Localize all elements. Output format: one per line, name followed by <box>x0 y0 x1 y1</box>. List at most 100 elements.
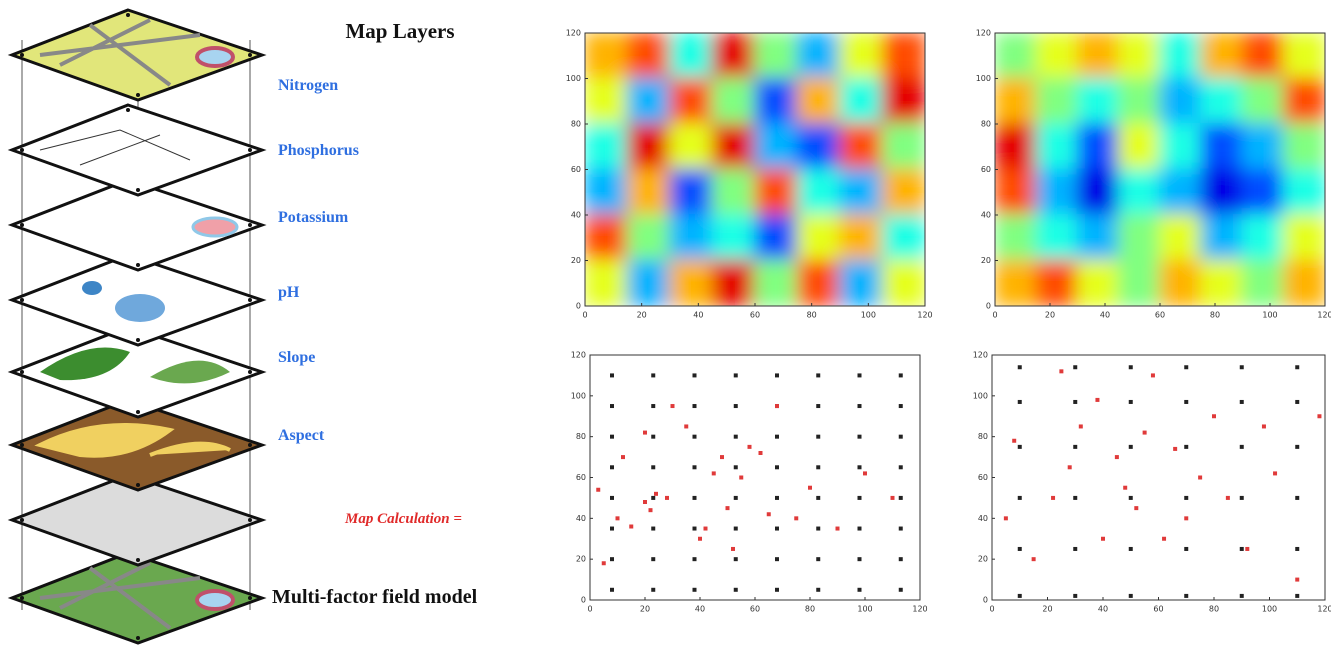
point <box>693 588 697 592</box>
plot: 020406080100120020406080100120 <box>566 29 933 320</box>
y-tick-label: 100 <box>566 74 581 83</box>
heat-cell <box>1159 169 1202 217</box>
corner-dot <box>248 518 252 522</box>
point <box>1095 398 1099 402</box>
y-tick-label: 20 <box>981 256 991 265</box>
heat-cell <box>1242 260 1285 308</box>
point <box>1273 471 1277 475</box>
point <box>602 561 606 565</box>
heat-cell <box>1159 78 1202 126</box>
point <box>1012 439 1016 443</box>
point <box>693 557 697 561</box>
point <box>1212 414 1216 418</box>
x-tick-label: 0 <box>587 605 592 614</box>
x-tick-label: 20 <box>1042 605 1052 614</box>
heat-cell <box>669 123 714 171</box>
corner-dot <box>136 93 140 97</box>
point <box>1115 455 1119 459</box>
point <box>1240 594 1244 598</box>
heat-cell <box>839 214 884 262</box>
heat-cell <box>712 260 757 308</box>
point <box>794 516 798 520</box>
point <box>651 373 655 377</box>
point <box>858 527 862 531</box>
point <box>1143 431 1147 435</box>
y-tick-label: 40 <box>576 514 586 523</box>
point <box>1226 496 1230 500</box>
heat-cell <box>754 32 799 80</box>
heat-cell <box>1200 123 1243 171</box>
heat-cell <box>797 214 842 262</box>
y-tick-label: 20 <box>576 555 586 564</box>
point <box>1295 365 1299 369</box>
y-tick-label: 40 <box>981 211 991 220</box>
point <box>643 431 647 435</box>
map-layer <box>12 105 262 195</box>
x-tick-label: 20 <box>1045 311 1055 320</box>
point <box>621 455 625 459</box>
heat-cell <box>1035 260 1078 308</box>
heat-cell <box>839 123 884 171</box>
heat-cell <box>1242 169 1285 217</box>
point <box>816 527 820 531</box>
point <box>1123 486 1127 490</box>
point <box>610 496 614 500</box>
y-tick-label: 60 <box>576 473 586 482</box>
y-tick-label: 0 <box>986 302 991 311</box>
point <box>1184 496 1188 500</box>
point <box>1129 365 1133 369</box>
point <box>734 435 738 439</box>
corner-dot <box>136 188 140 192</box>
corner-dot <box>126 13 130 17</box>
point <box>775 527 779 531</box>
corner-dot <box>248 223 252 227</box>
point <box>775 373 779 377</box>
point <box>1295 496 1299 500</box>
point <box>1295 445 1299 449</box>
heat-cell <box>1159 123 1202 171</box>
y-tick-label: 60 <box>571 165 581 174</box>
corner-dot <box>136 636 140 640</box>
y-tick-label: 120 <box>973 351 988 360</box>
point <box>775 496 779 500</box>
point <box>775 465 779 469</box>
corner-dot <box>20 443 24 447</box>
point <box>1240 365 1244 369</box>
x-tick-label: 0 <box>582 311 587 320</box>
point <box>1240 547 1244 551</box>
diagram-title: Map Layers <box>345 19 454 43</box>
point <box>1051 496 1055 500</box>
point <box>693 373 697 377</box>
point <box>1018 445 1022 449</box>
point <box>1018 400 1022 404</box>
point <box>858 496 862 500</box>
heat-cell <box>1200 169 1243 217</box>
heat-cell <box>839 78 884 126</box>
x-tick-label: 0 <box>992 311 997 320</box>
x-tick-label: 120 <box>1317 311 1331 320</box>
heat-cell <box>882 260 927 308</box>
heat-cell <box>1283 123 1326 171</box>
point <box>858 465 862 469</box>
point <box>1295 594 1299 598</box>
heat-cell <box>1242 123 1285 171</box>
point <box>684 424 688 428</box>
x-tick-label: 60 <box>750 311 760 320</box>
calculation-label: Map Calculation = <box>344 511 462 527</box>
heat-cell <box>627 32 672 80</box>
point <box>1073 594 1077 598</box>
point <box>1184 547 1188 551</box>
heat-cell <box>754 123 799 171</box>
layer-diagram <box>12 10 262 643</box>
heat-cell <box>1118 123 1161 171</box>
point <box>1198 476 1202 480</box>
corner-dot <box>248 370 252 374</box>
point <box>1184 400 1188 404</box>
heat-cell <box>882 169 927 217</box>
heat-cell <box>994 169 1037 217</box>
point <box>1129 547 1133 551</box>
point <box>816 588 820 592</box>
blob <box>82 281 102 295</box>
point <box>816 557 820 561</box>
